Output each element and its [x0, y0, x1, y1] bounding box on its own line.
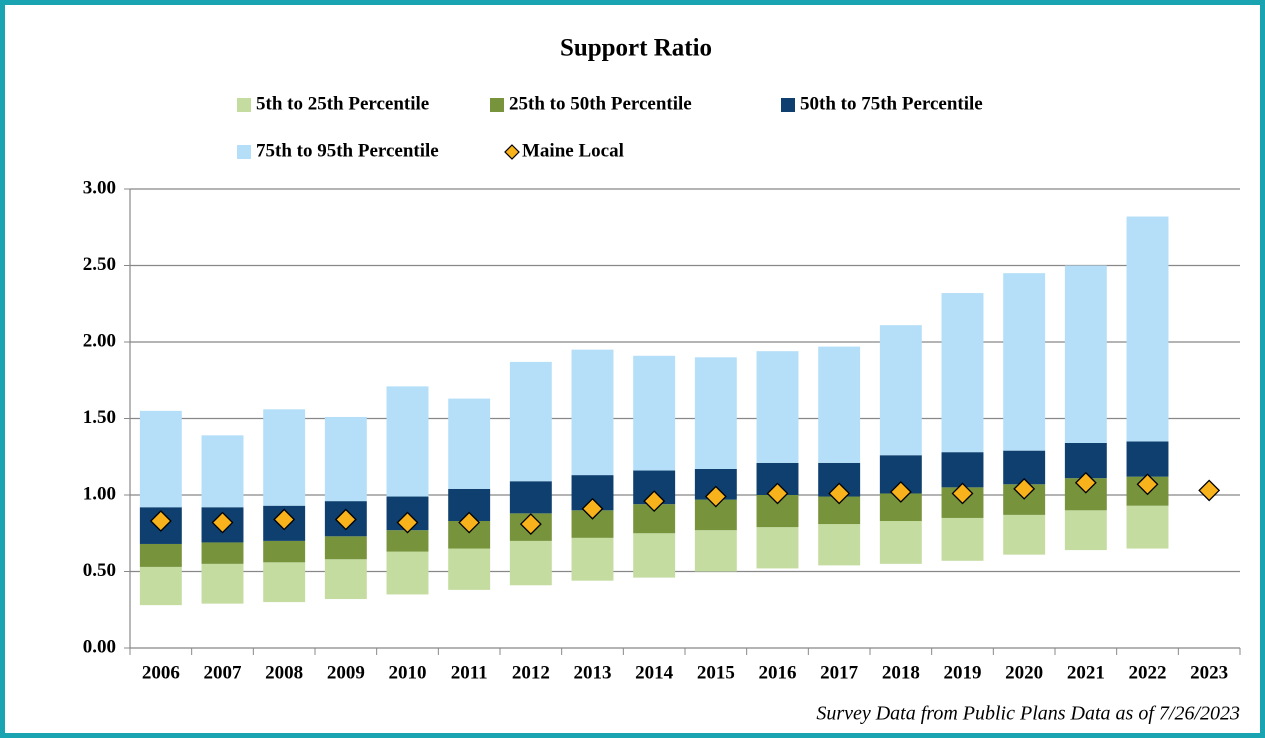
bar-segment	[201, 563, 244, 604]
bar-segment	[1126, 441, 1169, 477]
y-tick-label: 2.50	[83, 254, 116, 275]
bar-segment	[324, 536, 367, 560]
marker	[643, 490, 666, 513]
bar-segment	[1126, 505, 1169, 549]
marker	[149, 510, 172, 532]
x-tick-label: 2019	[944, 662, 982, 683]
bar-segment	[941, 452, 984, 488]
bar-segment	[263, 540, 306, 563]
x-tick-label: 2021	[1067, 662, 1105, 683]
bar-segment	[386, 530, 429, 552]
bar-segment	[509, 540, 552, 586]
legend-label: 75th to 95th Percentile	[256, 140, 439, 161]
bar-segment	[139, 410, 182, 508]
legend-swatch	[237, 98, 251, 112]
x-tick-label: 2023	[1190, 662, 1228, 683]
legend-swatch	[781, 98, 795, 112]
marker	[273, 508, 296, 531]
x-tick-label: 2008	[265, 662, 303, 683]
legend-marker	[504, 144, 520, 160]
marker	[951, 482, 974, 505]
y-tick-label: 2.00	[83, 330, 116, 351]
bar-segment	[263, 562, 306, 603]
legend-label: 25th to 50th Percentile	[509, 93, 692, 114]
bar-segment	[139, 566, 182, 606]
bar-segment	[201, 435, 244, 508]
y-tick-label: 0.00	[83, 636, 116, 657]
marker	[704, 485, 727, 508]
x-tick-label: 2012	[512, 662, 550, 683]
x-tick-label: 2007	[204, 662, 243, 683]
x-tick-label: 2009	[327, 662, 365, 683]
bar-segment	[509, 361, 552, 482]
bar-segment	[633, 355, 676, 471]
x-tick-label: 2020	[1005, 662, 1043, 683]
bar-segment	[694, 530, 737, 572]
bar-segment	[1003, 273, 1046, 451]
legend-label: 50th to 75th Percentile	[800, 93, 983, 114]
x-tick-label: 2017	[820, 662, 859, 683]
bar-segment	[694, 357, 737, 469]
bar-segment	[571, 537, 614, 581]
marker	[581, 497, 604, 520]
bar-segment	[263, 409, 306, 506]
bar-segment	[448, 398, 491, 489]
x-tick-label: 2016	[759, 662, 797, 683]
bar-segment	[756, 351, 799, 463]
marker	[828, 482, 851, 505]
bar-segment	[386, 551, 429, 595]
bar-segment	[324, 416, 367, 502]
bar-segment	[509, 481, 552, 514]
y-tick-label: 1.00	[83, 483, 116, 504]
bar-segment	[1003, 514, 1046, 555]
bar-segment	[756, 527, 799, 569]
y-tick-label: 1.50	[83, 407, 116, 428]
bar-segment	[879, 325, 922, 456]
bar-segment	[818, 346, 861, 463]
bar-segment	[879, 521, 922, 564]
marker	[334, 508, 357, 531]
bar-segment	[1064, 265, 1107, 443]
bar-segment	[448, 548, 491, 590]
marker	[889, 481, 912, 503]
bar-segment	[1126, 216, 1169, 442]
x-tick-label: 2013	[574, 662, 612, 683]
marker	[211, 511, 234, 534]
legend-label: Maine Local	[522, 140, 624, 161]
bar-segment	[941, 517, 984, 561]
chart-title: Support Ratio	[560, 35, 712, 62]
marker	[766, 482, 789, 505]
bar-segment	[1064, 510, 1107, 551]
x-tick-label: 2014	[635, 662, 674, 683]
marker	[1136, 473, 1159, 496]
bar-segment	[941, 293, 984, 453]
y-tick-label: 3.00	[83, 177, 116, 198]
bar-segment	[139, 543, 182, 567]
footnote: Survey Data from Public Plans Data as of…	[816, 703, 1240, 725]
y-tick-label: 0.50	[83, 560, 116, 581]
x-tick-label: 2018	[882, 662, 920, 683]
bar-segment	[571, 349, 614, 476]
marker	[1074, 471, 1097, 494]
legend-label: 5th to 25th Percentile	[256, 93, 429, 114]
x-tick-label: 2015	[697, 662, 735, 683]
legend-swatch	[490, 98, 504, 112]
marker	[1013, 477, 1036, 500]
marker	[458, 511, 481, 534]
x-tick-label: 2011	[451, 662, 488, 683]
x-tick-label: 2022	[1129, 662, 1167, 683]
legend-swatch	[237, 145, 251, 159]
bar-segment	[633, 533, 676, 578]
bar-segment	[324, 559, 367, 600]
marker	[519, 513, 542, 535]
bar-segment	[386, 386, 429, 497]
bar-segment	[201, 542, 244, 564]
marker	[1198, 479, 1221, 502]
x-tick-label: 2006	[142, 662, 180, 683]
bar-segment	[818, 524, 861, 566]
marker	[396, 511, 419, 534]
x-tick-label: 2010	[389, 662, 427, 683]
